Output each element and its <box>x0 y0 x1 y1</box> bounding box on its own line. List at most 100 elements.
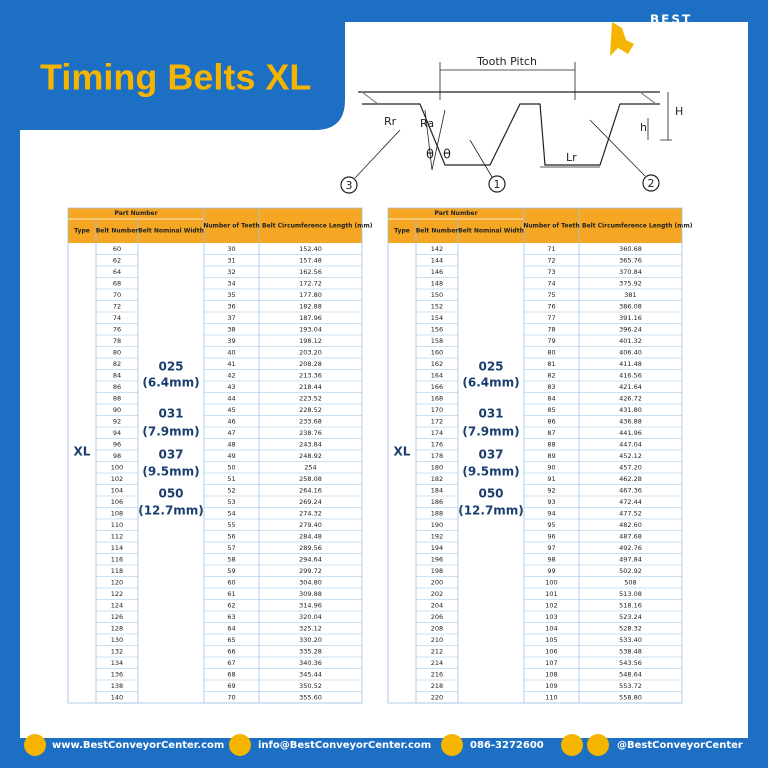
cell: 523.24 <box>619 613 642 621</box>
cell: 213.36 <box>299 371 322 379</box>
cell: 92 <box>113 417 121 425</box>
cell: 94 <box>547 509 555 517</box>
cell: 200 <box>431 578 443 586</box>
cell: 370.84 <box>619 268 642 276</box>
logo-text: CONVEYOR <box>650 27 740 41</box>
cell: 190 <box>431 521 443 529</box>
label: h <box>640 121 647 134</box>
cell: 168 <box>431 394 443 402</box>
cell: 79 <box>547 337 555 345</box>
cell: 426.72 <box>619 394 642 402</box>
table-border <box>387 207 683 704</box>
cell: 60 <box>227 578 235 586</box>
cell: 345.44 <box>299 670 322 678</box>
table-border <box>67 207 363 704</box>
callout-label: 2 <box>648 177 655 190</box>
cell: 60 <box>113 245 121 253</box>
cell: 184 <box>431 486 443 494</box>
cell: 104 <box>111 486 123 494</box>
cell: 55 <box>227 521 235 529</box>
cell: 228.52 <box>299 406 322 414</box>
cell: 289.56 <box>299 544 322 552</box>
cell: 103 <box>545 613 557 621</box>
logo-text: BEST <box>650 13 692 27</box>
cell: 52 <box>227 486 235 494</box>
cell: 97 <box>547 544 555 552</box>
th: Belt Number <box>96 228 139 235</box>
cell: 238.76 <box>299 429 322 437</box>
cell: 146 <box>431 268 443 276</box>
cell: 203.20 <box>299 348 322 356</box>
cell: 64 <box>113 268 121 276</box>
cell: 401.32 <box>619 337 642 345</box>
cell: 72 <box>547 256 555 264</box>
width-cell: 050 <box>158 487 183 501</box>
cell: 40 <box>227 348 235 356</box>
cell: 218.44 <box>299 383 322 391</box>
cell: 279.40 <box>299 521 322 529</box>
cell: 46 <box>227 417 235 425</box>
cell: 360.68 <box>619 245 642 253</box>
diagram-labels: Tooth Pitch Rr Ra H h Lr θ θ 3 1 2 <box>346 55 684 192</box>
cell: 132 <box>111 647 123 655</box>
cell: 85 <box>547 406 555 414</box>
cell: 182 <box>431 475 443 483</box>
hatch <box>361 91 657 105</box>
cell: 73 <box>547 268 555 276</box>
cell: 107 <box>545 659 557 667</box>
cell: 67 <box>227 659 235 667</box>
cell: 150 <box>431 291 443 299</box>
cell: 130 <box>111 636 123 644</box>
cell: 212 <box>431 647 443 655</box>
cell: 65 <box>227 636 235 644</box>
cell: 208.28 <box>299 360 322 368</box>
th: Belt Nominal Width <box>138 228 204 235</box>
cell: 320.04 <box>299 613 322 621</box>
cell: 39 <box>227 337 235 345</box>
cell: 77 <box>547 314 555 322</box>
cell: 206 <box>431 613 443 621</box>
facebook-icon <box>561 734 583 756</box>
cell: 120 <box>111 578 123 586</box>
email: info@BestConveyorCenter.com <box>258 740 431 751</box>
belt-outline <box>358 91 660 166</box>
cell: 462.28 <box>619 475 642 483</box>
cell: 188 <box>431 509 443 517</box>
dimension-lines <box>540 92 672 168</box>
cell: 86 <box>547 417 555 425</box>
cell: 497.84 <box>619 555 642 563</box>
cell: 152.40 <box>299 245 322 253</box>
cell: 248.92 <box>299 452 322 460</box>
cell: 118 <box>111 567 123 575</box>
cell: 482.60 <box>619 521 642 529</box>
cell: 436.88 <box>619 417 642 425</box>
mail-icon <box>229 734 251 756</box>
cell: 84 <box>113 371 121 379</box>
footer: www.BestConveyorCenter.com info@BestConv… <box>24 734 743 756</box>
cell: 330.20 <box>299 636 322 644</box>
cell: 156 <box>431 325 443 333</box>
cell: 68 <box>113 279 121 287</box>
cell: 182.88 <box>299 302 322 310</box>
th: Belt Circumference Length (mm) <box>582 223 693 230</box>
cell: 258.08 <box>299 475 322 483</box>
cell: 208 <box>431 624 443 632</box>
social: @BestConveyorCenter <box>617 740 743 751</box>
cell: 140 <box>111 693 123 701</box>
cell: 477.52 <box>619 509 642 517</box>
cell: 96 <box>547 532 555 540</box>
cell: 365.76 <box>619 256 642 264</box>
type-cell: XL <box>394 445 411 459</box>
cell: 108 <box>111 509 123 517</box>
phone-icon <box>441 734 463 756</box>
cell: 269.24 <box>299 498 322 506</box>
width-cell: (6.4mm) <box>142 376 199 390</box>
cell: 386.08 <box>619 302 642 310</box>
cell: 54 <box>227 509 235 517</box>
cell: 69 <box>227 682 235 690</box>
cell: 93 <box>547 498 555 506</box>
cell: 114 <box>111 544 123 552</box>
cell: 528.32 <box>619 624 642 632</box>
